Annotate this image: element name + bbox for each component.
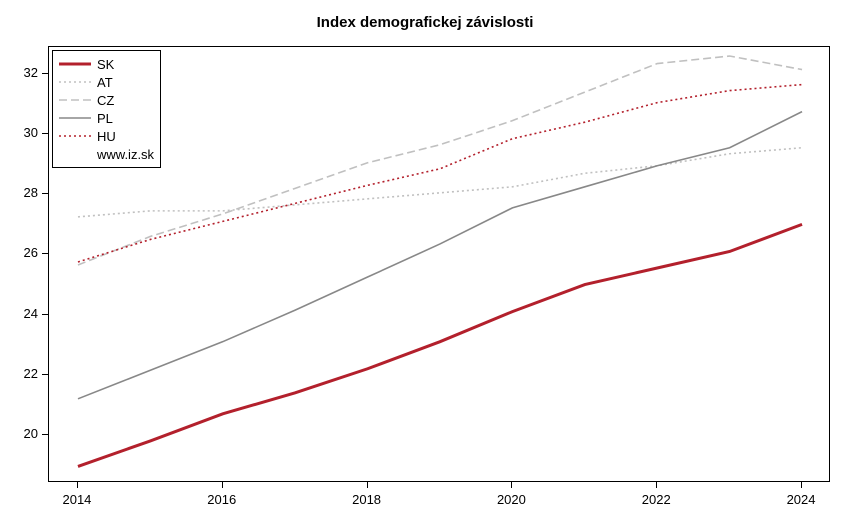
y-tick-label: 22: [24, 366, 38, 381]
legend-swatch-CZ: [59, 93, 91, 107]
legend-item-AT: AT: [59, 73, 154, 91]
x-tick-label: 2020: [497, 492, 526, 507]
legend-swatch-SK: [59, 57, 91, 71]
x-tick-label: 2014: [62, 492, 91, 507]
x-tick-label: 2016: [207, 492, 236, 507]
y-tick: [42, 193, 48, 194]
y-tick-label: 20: [24, 426, 38, 441]
x-tick: [801, 482, 802, 488]
legend-item-HU: HU: [59, 127, 154, 145]
plot-area: [48, 46, 830, 482]
y-tick-label: 24: [24, 306, 38, 321]
y-tick: [42, 374, 48, 375]
x-tick: [656, 482, 657, 488]
x-tick: [511, 482, 512, 488]
y-tick-label: 30: [24, 125, 38, 140]
legend-label-AT: AT: [97, 75, 113, 90]
y-tick: [42, 253, 48, 254]
legend-item-PL: PL: [59, 109, 154, 127]
legend-swatch-AT: [59, 75, 91, 89]
y-tick: [42, 314, 48, 315]
x-tick-label: 2024: [787, 492, 816, 507]
legend-item-CZ: CZ: [59, 91, 154, 109]
legend-extra: www.iz.sk: [59, 145, 154, 163]
y-tick: [42, 434, 48, 435]
y-tick-label: 28: [24, 185, 38, 200]
legend-label-PL: PL: [97, 111, 113, 126]
series-line-HU: [78, 85, 802, 262]
legend-swatch-PL: [59, 111, 91, 125]
chart-title: Index demografickej závislosti: [0, 14, 850, 31]
series-line-PL: [78, 112, 802, 399]
legend: SK AT CZ PL HU www.iz.sk: [52, 50, 161, 168]
x-tick: [77, 482, 78, 488]
legend-swatch-HU: [59, 129, 91, 143]
x-tick: [222, 482, 223, 488]
series-line-CZ: [78, 56, 802, 265]
y-tick-label: 32: [24, 65, 38, 80]
legend-swatch-empty: [59, 147, 91, 161]
legend-label-CZ: CZ: [97, 93, 114, 108]
x-tick-label: 2018: [352, 492, 381, 507]
legend-label-SK: SK: [97, 57, 114, 72]
series-line-SK: [78, 224, 802, 466]
chart-container: Index demografickej závislosti SK AT CZ PL H…: [0, 0, 850, 532]
legend-extra-label: www.iz.sk: [97, 147, 154, 162]
legend-label-HU: HU: [97, 129, 116, 144]
legend-item-SK: SK: [59, 55, 154, 73]
y-tick-label: 26: [24, 245, 38, 260]
x-tick: [367, 482, 368, 488]
y-tick: [42, 73, 48, 74]
plot-svg: [49, 47, 831, 483]
series-line-AT: [78, 148, 802, 217]
x-tick-label: 2022: [642, 492, 671, 507]
y-tick: [42, 133, 48, 134]
